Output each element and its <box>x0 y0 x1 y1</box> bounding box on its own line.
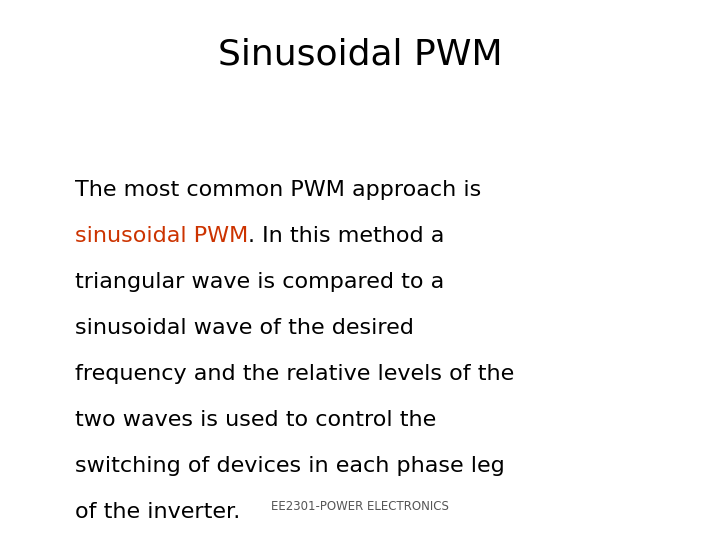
Text: sinusoidal wave of the desired: sinusoidal wave of the desired <box>75 318 414 338</box>
Text: sinusoidal PWM: sinusoidal PWM <box>75 226 248 246</box>
Text: Sinusoidal PWM: Sinusoidal PWM <box>217 38 503 72</box>
Text: The most common PWM approach is: The most common PWM approach is <box>75 180 481 200</box>
Text: frequency and the relative levels of the: frequency and the relative levels of the <box>75 364 514 384</box>
Text: . In this method a: . In this method a <box>248 226 445 246</box>
Text: of the inverter.: of the inverter. <box>75 502 240 522</box>
Text: switching of devices in each phase leg: switching of devices in each phase leg <box>75 456 505 476</box>
Text: triangular wave is compared to a: triangular wave is compared to a <box>75 272 444 292</box>
Text: EE2301-POWER ELECTRONICS: EE2301-POWER ELECTRONICS <box>271 500 449 512</box>
Text: two waves is used to control the: two waves is used to control the <box>75 410 436 430</box>
